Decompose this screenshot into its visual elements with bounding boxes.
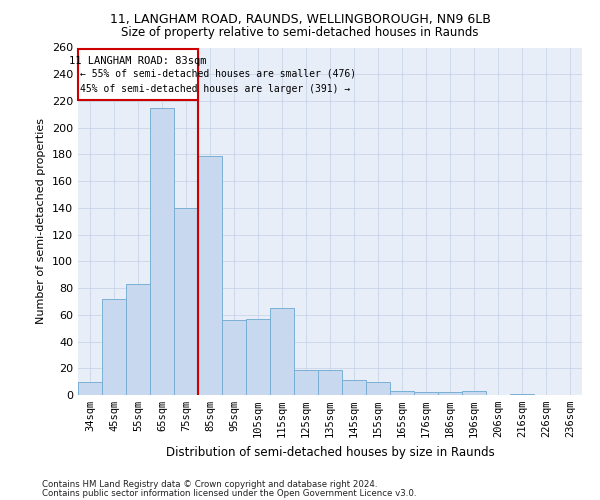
Bar: [198, 156, 222, 395]
Bar: [246, 319, 270, 395]
Bar: [366, 382, 390, 395]
Y-axis label: Number of semi-detached properties: Number of semi-detached properties: [37, 118, 46, 324]
Bar: [438, 392, 462, 395]
Bar: [174, 208, 198, 395]
FancyBboxPatch shape: [78, 49, 198, 100]
Bar: [126, 284, 150, 395]
Bar: [342, 380, 366, 395]
Bar: [150, 108, 174, 395]
Bar: [78, 382, 102, 395]
Bar: [510, 394, 534, 395]
Text: Contains public sector information licensed under the Open Government Licence v3: Contains public sector information licen…: [42, 488, 416, 498]
Bar: [222, 320, 246, 395]
Text: Contains HM Land Registry data © Crown copyright and database right 2024.: Contains HM Land Registry data © Crown c…: [42, 480, 377, 489]
Text: 45% of semi-detached houses are larger (391) →: 45% of semi-detached houses are larger (…: [80, 84, 350, 94]
X-axis label: Distribution of semi-detached houses by size in Raunds: Distribution of semi-detached houses by …: [166, 446, 494, 458]
Bar: [102, 299, 126, 395]
Bar: [462, 391, 486, 395]
Bar: [318, 370, 342, 395]
Bar: [294, 370, 318, 395]
Bar: [390, 391, 414, 395]
Text: Size of property relative to semi-detached houses in Raunds: Size of property relative to semi-detach…: [121, 26, 479, 39]
Text: ← 55% of semi-detached houses are smaller (476): ← 55% of semi-detached houses are smalle…: [80, 69, 356, 79]
Text: 11 LANGHAM ROAD: 83sqm: 11 LANGHAM ROAD: 83sqm: [69, 56, 207, 66]
Bar: [414, 392, 438, 395]
Text: 11, LANGHAM ROAD, RAUNDS, WELLINGBOROUGH, NN9 6LB: 11, LANGHAM ROAD, RAUNDS, WELLINGBOROUGH…: [110, 12, 490, 26]
Bar: [270, 308, 294, 395]
